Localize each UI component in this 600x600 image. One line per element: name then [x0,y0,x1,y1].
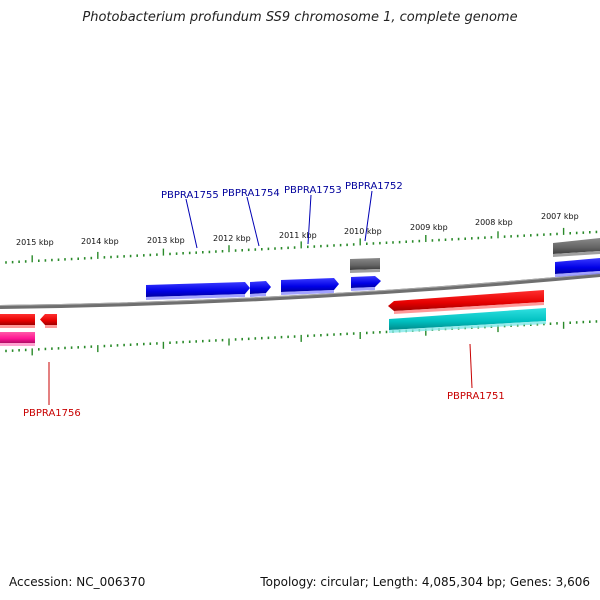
gene-block-pbpra1756[interactable] [0,314,57,328]
gene-label-pbpra1753[interactable]: PBPRA1753 [284,185,342,196]
leader-line-pbpra1753 [307,194,312,245]
chromosome-backbone-highlight [0,273,600,306]
gene-block-gray-near-1752[interactable] [350,258,380,273]
gene-label-pbpra1752[interactable]: PBPRA1752 [345,181,403,192]
tick-label: 2010 kbp [344,227,382,236]
gene-block-gray-right[interactable] [553,238,600,257]
chromosome-backbone [0,273,600,309]
gene-block-pbpra1755[interactable] [146,282,250,300]
tick-label: 2009 kbp [410,223,448,232]
gene-label-pbpra1751[interactable]: PBPRA1751 [447,391,505,402]
tick-label: 2007 kbp [541,212,579,221]
genome-stats-text: Topology: circular; Length: 4,085,304 bp… [260,575,590,589]
gene-block-pbpra1751-red[interactable] [388,290,544,314]
tick-label: 2011 kbp [279,231,317,240]
tick-label: 2013 kbp [147,236,185,245]
ruler-bottom [5,320,598,356]
gene-block-pbpra1751[interactable] [389,308,546,333]
leader-line-pbpra1752 [364,190,373,242]
gene-label-pbpra1754[interactable]: PBPRA1754 [222,188,280,199]
tick-label: 2012 kbp [213,234,251,243]
gene-block-pbpra1754[interactable] [250,281,271,297]
gene-label-pbpra1755[interactable]: PBPRA1755 [161,190,219,201]
tick-label: 2008 kbp [475,218,513,227]
leader-line-pbpra1755 [185,198,198,249]
leader-line-pbpra1751 [469,343,473,389]
gene-block-pbpra1752[interactable] [351,276,381,291]
genome-title: Photobacterium profundum SS9 chromosome … [82,10,518,25]
leader-line-pbpra1754 [246,196,260,247]
gene-block-pink-left[interactable] [0,332,35,346]
gene-block-pbpra1753[interactable] [281,278,339,295]
accession-text: Accession: NC_006370 [9,575,146,589]
tick-label: 2014 kbp [81,237,119,246]
ruler-top [5,227,598,264]
gene-block-blue-right[interactable] [555,258,600,277]
tick-label: 2015 kbp [16,238,54,247]
gene-label-pbpra1756[interactable]: PBPRA1756 [23,408,81,419]
